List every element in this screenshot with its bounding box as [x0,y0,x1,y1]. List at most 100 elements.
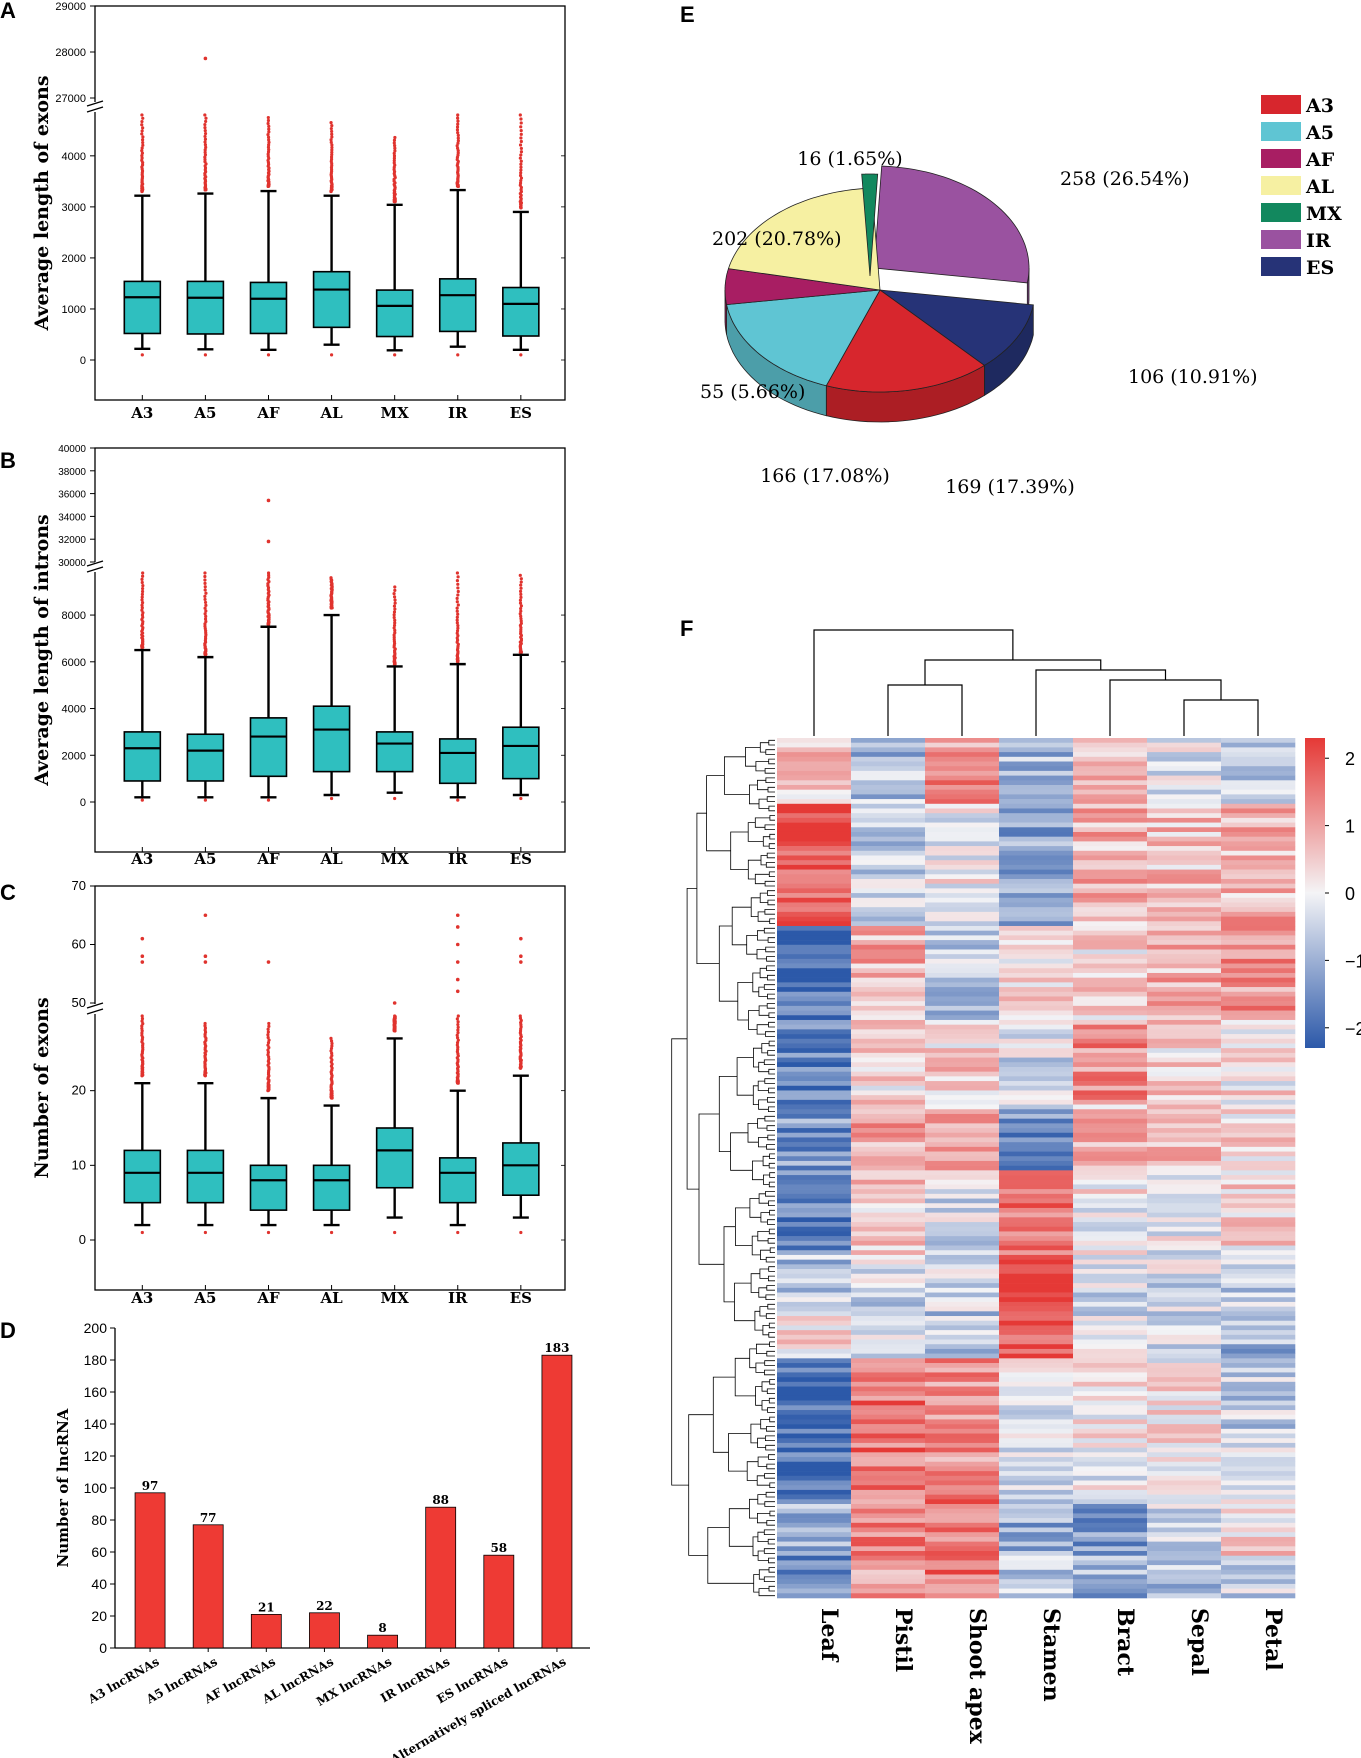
heat-cell [999,1175,1074,1181]
heat-cell [1147,1212,1222,1218]
box-A5 [186,56,225,357]
heat-cell [1073,1151,1148,1157]
heat-cell [1147,1532,1222,1538]
outlier-point [519,165,523,169]
outlier-point [140,580,144,585]
heat-cell [777,907,852,913]
heat-cell [999,747,1074,753]
heat-cell [1147,813,1222,819]
legend-label-MX: MX [1306,203,1342,225]
box-AF [249,115,288,357]
outlier-point [519,117,523,121]
heat-cell [1073,930,1148,936]
heat-cell [777,1499,852,1505]
outlier-point [203,960,208,964]
heat-cell [777,1555,852,1561]
heat-cell [851,822,926,828]
heat-cell [925,1062,1000,1068]
heat-cell [851,1306,926,1312]
heat-cell [925,822,1000,828]
outlier-point [456,119,460,123]
heat-cell [925,799,1000,805]
outlier-point [456,586,460,590]
dendrogram-link [766,1520,775,1526]
heat-cell [925,883,1000,889]
heat-cell [999,1198,1074,1204]
heat-cell [851,817,926,823]
heat-cell [777,1240,852,1246]
outlier-point [393,607,397,611]
heat-cell [1073,1306,1148,1312]
heat-cell [1147,1099,1222,1105]
heat-cell [925,1574,1000,1580]
legend-label-AL: AL [1305,176,1334,198]
heat-cell [1073,1062,1148,1068]
bar-value-label: 77 [200,1511,217,1525]
outlier-point [456,593,460,597]
heat-cell [1073,813,1148,819]
heat-cell [851,836,926,842]
dendrogram-link [768,1557,775,1564]
outlier-point [203,913,208,918]
heat-cell [999,1372,1074,1378]
heat-cell [1221,916,1296,922]
heat-cell [851,1019,926,1025]
heat-cell [851,1203,926,1209]
heat-cell [925,794,1000,800]
outlier-point [203,1024,207,1028]
heat-cell [777,1015,852,1021]
heat-cell [1221,996,1296,1002]
heat-cell [999,949,1074,955]
iqr-box [502,286,540,337]
dendrogram-link [762,1155,770,1167]
heat-cell [851,1339,926,1345]
y-tick-label: 6000 [62,657,86,669]
y-tick-label: 8000 [62,610,86,622]
heat-cell [1221,874,1296,880]
heat-cell [851,850,926,856]
heat-cell [1147,911,1222,917]
outlier-point [329,576,333,580]
dendrogram-link [769,1379,775,1385]
heat-cell [925,1038,1000,1044]
heat-cell [851,1292,926,1298]
heat-cell [925,1588,1000,1594]
heat-cell [1073,977,1148,983]
heat-cell [777,1311,852,1317]
dendrogram-link [768,758,775,765]
heat-cell [1147,1236,1222,1242]
y-tick-label: 1000 [62,304,86,316]
heat-cell [777,836,852,842]
heat-cell [1221,1466,1296,1472]
heat-cell [851,911,926,917]
heat-cell [1147,883,1222,889]
outlier-point [329,126,333,131]
outlier-point [140,577,144,582]
dendrogram-link [755,1386,762,1406]
heat-cell [999,1043,1074,1049]
heat-cell [851,1076,926,1082]
heat-cell [851,925,926,931]
heat-cell [851,1400,926,1406]
heat-cell [1147,1518,1222,1524]
dendrogram-link [737,982,753,1021]
heat-cell [1221,1076,1296,1082]
dendrogram-link [757,779,768,791]
heat-cell [851,1259,926,1265]
heat-cell [1147,1278,1222,1284]
outlier-point [203,578,207,582]
heat-cell [999,761,1074,767]
heat-cell [1221,770,1296,776]
outlier-point [455,925,460,929]
heat-cell [1221,987,1296,993]
x-tick-label: MX [381,404,410,422]
heat-cell [1221,1579,1296,1585]
outlier-point [519,583,523,587]
heat-cell [851,1344,926,1350]
heat-cell [777,958,852,964]
heat-cell [1073,1175,1148,1181]
pie-label-A3: 169 (17.39%) [945,476,1075,498]
heat-cell [1073,822,1148,828]
outlier-point [204,609,208,613]
heat-cell [999,1160,1074,1166]
